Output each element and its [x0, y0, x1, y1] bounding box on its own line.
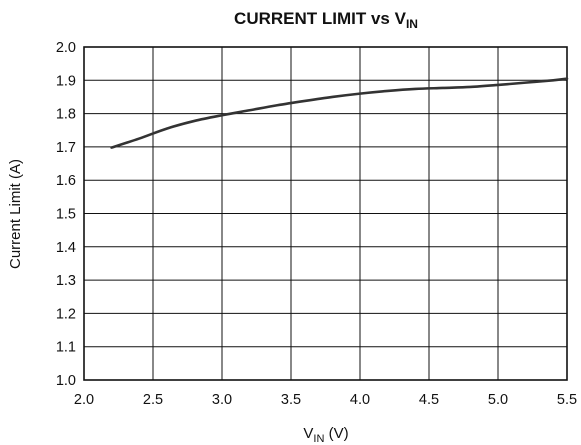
y-axis-label: Current Limit (A) — [7, 159, 24, 269]
y-tick-label: 1.8 — [56, 107, 76, 123]
y-tick-label: 1.4 — [56, 240, 76, 256]
x-axis-label-suffix: (V) — [324, 425, 348, 442]
chart-title-subscript: IN — [406, 17, 418, 31]
x-tick-label: 2.0 — [74, 392, 94, 408]
chart-title: CURRENT LIMIT vs VIN — [234, 9, 418, 31]
y-tick-label: 1.2 — [56, 306, 76, 322]
x-tick-label: 4.0 — [350, 392, 370, 408]
x-axis-label-subscript: IN — [313, 433, 324, 445]
y-tick-label: 1.7 — [56, 140, 76, 156]
y-tick-label: 1.3 — [56, 273, 76, 289]
plot-area-frame — [83, 46, 568, 381]
x-tick-label: 3.0 — [212, 392, 232, 408]
y-tick-label: 1.6 — [56, 173, 76, 189]
x-tick-label: 3.5 — [281, 392, 301, 408]
y-tick-label: 1.0 — [56, 373, 76, 389]
x-axis-label-prefix: V — [303, 425, 313, 442]
grid — [83, 46, 568, 381]
x-tick-label: 5.5 — [557, 392, 577, 408]
tick-labels: 2.0 2.5 3.0 3.5 4.0 4.5 5.0 5.5 1.0 1.1 1.2 1.3 1.4 1… — [56, 40, 577, 408]
y-tick-label: 1.1 — [56, 340, 76, 356]
x-axis-label: VIN (V) — [303, 425, 348, 445]
y-tick-label: 1.5 — [56, 207, 76, 223]
y-tick-label: 1.9 — [56, 73, 76, 89]
y-tick-label: 2.0 — [56, 40, 76, 56]
x-tick-label: 5.0 — [488, 392, 508, 408]
x-tick-label: 2.5 — [143, 392, 163, 408]
series-line — [110, 77, 569, 149]
chart-title-main: CURRENT LIMIT vs V — [234, 9, 407, 28]
x-tick-label: 4.5 — [419, 392, 439, 408]
